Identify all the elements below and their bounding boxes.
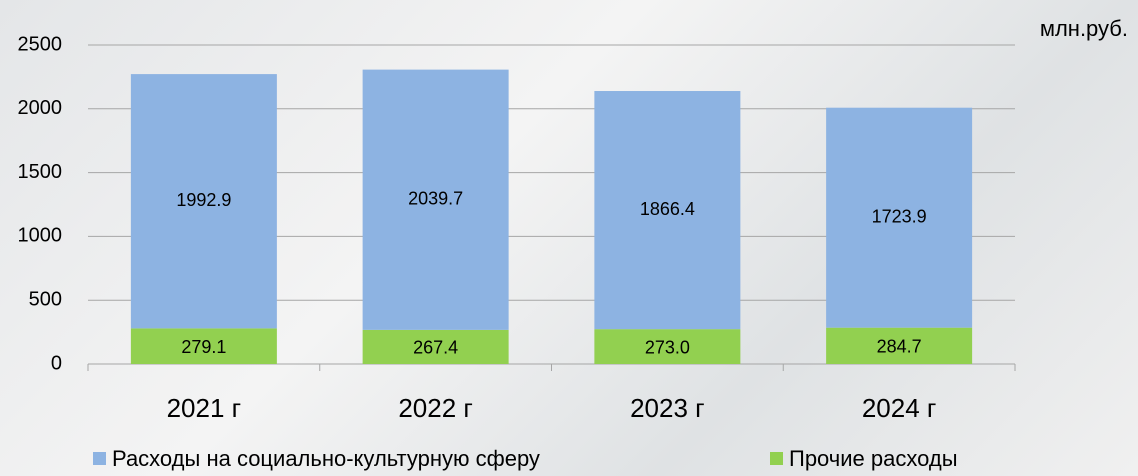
legend-label: Прочие расходы <box>789 446 958 471</box>
y-tick-label: 1000 <box>18 225 63 247</box>
data-label: 279.1 <box>181 337 226 357</box>
data-label: 267.4 <box>413 338 458 358</box>
bar-segment <box>826 107 973 328</box>
x-tick-label: 2024 г <box>862 393 937 423</box>
y-tick-label: 2500 <box>18 33 63 55</box>
data-label: 273.0 <box>645 337 690 357</box>
bar-segment <box>362 69 509 330</box>
bar-segment <box>594 91 741 330</box>
bar-segment <box>594 329 741 364</box>
bar-segment <box>130 74 277 329</box>
x-tick-label: 2022 г <box>398 393 473 423</box>
x-tick-label: 2023 г <box>630 393 705 423</box>
bar-segment <box>130 328 277 364</box>
legend-swatch <box>770 452 783 465</box>
legend-swatch <box>93 452 106 465</box>
data-label: 1723.9 <box>872 206 927 226</box>
y-tick-label: 500 <box>29 288 62 310</box>
y-tick-label: 0 <box>51 352 62 374</box>
y-tick-label: 1500 <box>18 161 63 183</box>
y-tick-label: 2000 <box>18 97 63 119</box>
bar-segment <box>362 329 509 364</box>
unit-label: млн.руб. <box>1040 16 1128 41</box>
data-label: 1866.4 <box>640 199 695 219</box>
legend-label: Расходы на социально-культурную сферу <box>112 446 540 471</box>
bar-segment <box>826 327 973 364</box>
data-label: 1992.9 <box>176 190 231 210</box>
x-tick-label: 2021 г <box>167 393 242 423</box>
data-label: 284.7 <box>877 337 922 357</box>
data-label: 2039.7 <box>408 188 463 208</box>
